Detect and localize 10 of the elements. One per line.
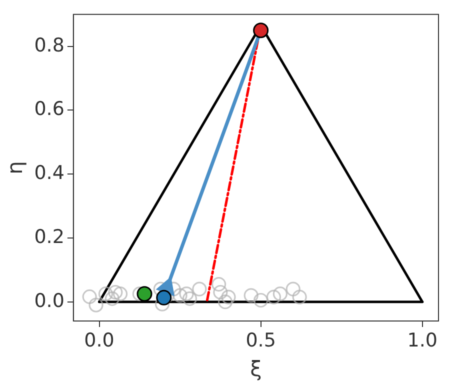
y-tick-label: 0.8 <box>34 34 64 56</box>
y-axis-title: η <box>3 161 28 174</box>
x-tick-label: 0.0 <box>84 329 114 352</box>
x-tick-label: 1.0 <box>407 329 438 352</box>
y-tick-label: 0.6 <box>34 98 64 120</box>
y-tick-label: 0.4 <box>34 162 64 184</box>
x-tick-label: 0.5 <box>246 329 276 352</box>
x-axis-title: ξ <box>250 356 262 381</box>
y-tick-label: 0.2 <box>34 226 64 248</box>
y-tick-label: 0.0 <box>34 290 64 312</box>
